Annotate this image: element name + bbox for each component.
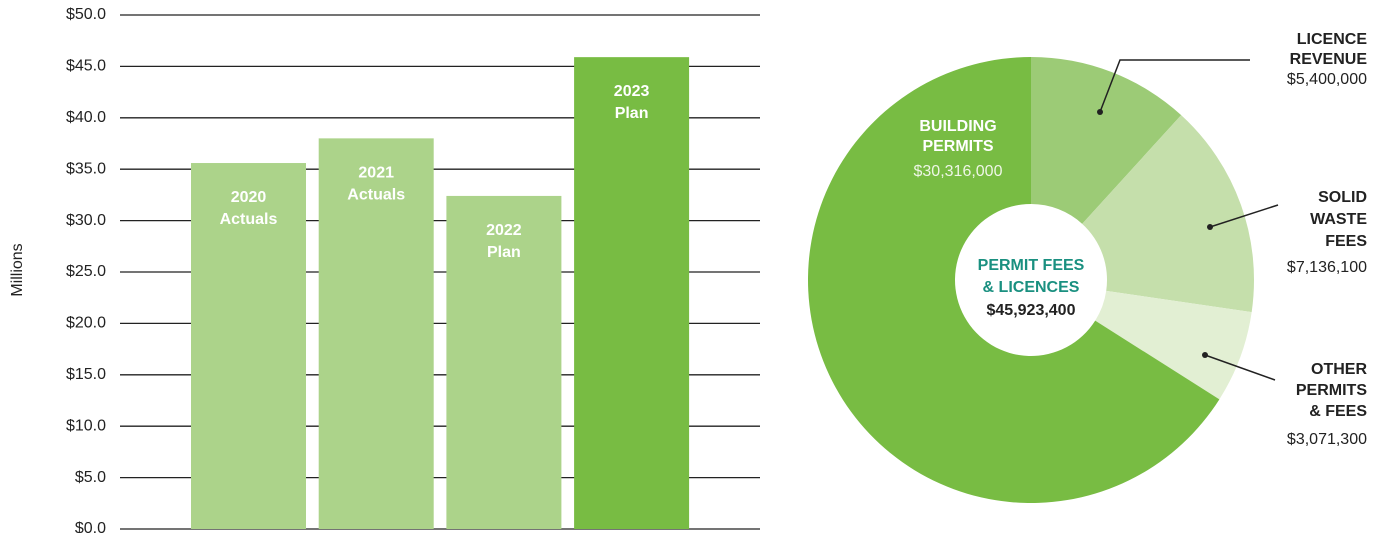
bar-label: 2023 Plan: [614, 83, 650, 122]
bar: [318, 138, 434, 530]
y-tick-label: $45.0: [66, 58, 106, 75]
donut-slice: [1095, 290, 1252, 400]
slice-value: $3,071,300: [1287, 431, 1367, 448]
bar: [191, 163, 306, 530]
y-tick-label: $0.0: [75, 520, 106, 533]
bar-label: 2020 Actuals: [220, 189, 278, 228]
slice-value: $30,316,000: [914, 163, 1003, 180]
y-tick-label: $50.0: [66, 6, 106, 23]
y-tick-label: $20.0: [66, 315, 106, 332]
slice-label: OTHER PERMITS & FEES: [1296, 361, 1368, 420]
slice-label: SOLID WASTE FEES: [1310, 189, 1367, 250]
donut-slice: [1082, 115, 1255, 313]
center-value: $45,923,400: [987, 302, 1076, 319]
y-tick-label: $35.0: [66, 160, 106, 177]
y-tick-label: $25.0: [66, 263, 106, 280]
slice-label: BUILDING PERMITS: [919, 118, 996, 155]
leader-line: [1209, 204, 1279, 228]
donut-slice: [1031, 57, 1182, 224]
leader-line: [1099, 59, 1250, 113]
y-tick-label: $5.0: [75, 469, 106, 486]
y-tick-label: $30.0: [66, 212, 106, 229]
bar-label: 2021 Actuals: [347, 165, 405, 204]
center-title: PERMIT FEES & LICENCES: [978, 257, 1085, 296]
slice-value: $5,400,000: [1287, 71, 1367, 88]
y-tick-label: $10.0: [66, 417, 106, 434]
bar-label: 2022 Plan: [486, 222, 522, 261]
y-tick-label: $40.0: [66, 109, 106, 126]
slice-label: LICENCE REVENUE: [1290, 31, 1368, 68]
slice-value: $7,136,100: [1287, 259, 1367, 276]
y-tick-label: $15.0: [66, 366, 106, 383]
y-axis-label: Millions: [9, 243, 26, 296]
bar: [446, 195, 562, 530]
bar: [574, 57, 690, 529]
donut-slice: [808, 57, 1220, 503]
leader-line: [1204, 354, 1276, 381]
